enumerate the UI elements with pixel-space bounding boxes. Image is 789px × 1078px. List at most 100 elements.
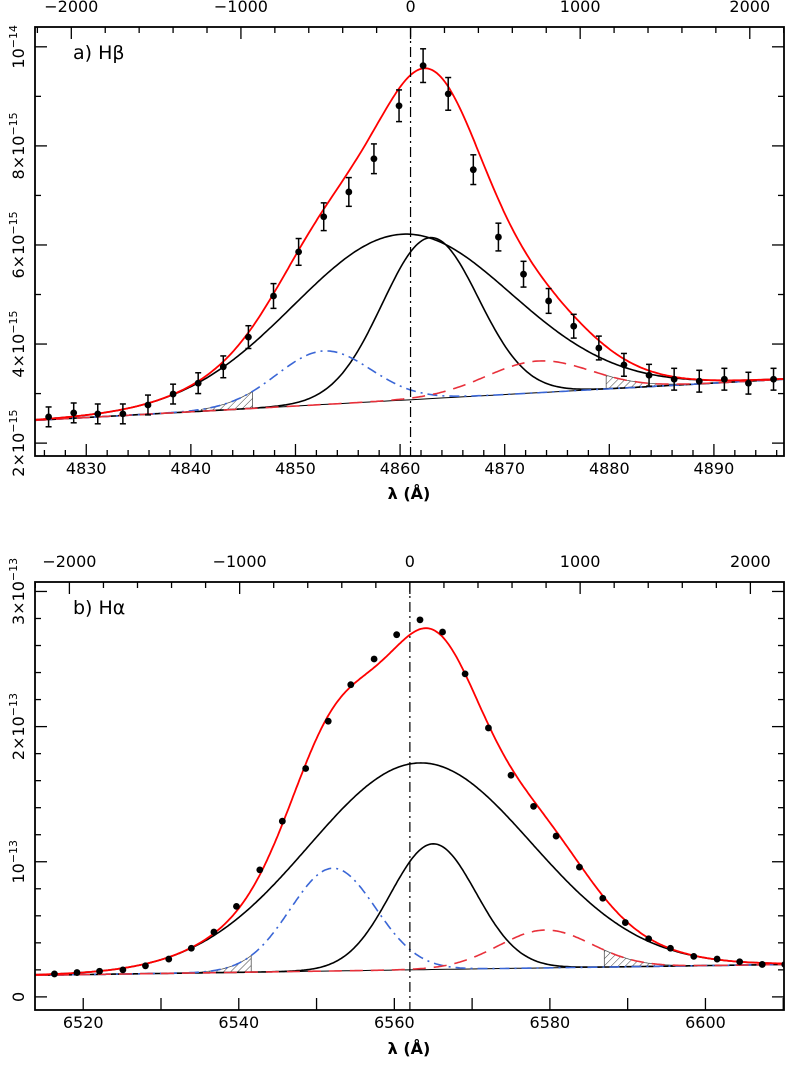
hatched-region-0 [199,954,252,974]
data-point [419,62,427,70]
y-tick-label: 6×10−15 [7,211,28,278]
data-point [370,155,378,163]
top-axis-tick-label: 2000 [730,552,771,571]
top-axis-tick-label: −2000 [42,552,96,571]
data-point [713,955,721,963]
y-tick-exponent: −15 [7,112,20,135]
data-point [530,802,537,810]
data-point [695,377,703,385]
data-point [670,375,678,383]
x-axis-title: λ (Å) [388,484,431,503]
data-point [461,670,469,678]
data-point [320,213,328,221]
data-point [70,409,78,417]
data-point [552,832,560,840]
x-tick-label: 6560 [374,1013,415,1032]
data-point [194,379,202,387]
data-point [485,724,492,732]
data-point [302,765,310,772]
y-tick-label: 10−13 [7,840,28,884]
x-tick-label: 4890 [694,459,735,478]
data-point [245,333,252,341]
data-point [270,292,277,300]
data-point [758,961,766,968]
hatched-region-0 [200,390,253,412]
data-point [395,102,403,110]
x-tick-label: 4850 [275,459,316,478]
top-axis-tick-label: 0 [405,552,415,571]
data-point [736,958,744,966]
data-point [595,344,603,352]
data-point [278,817,286,825]
y-tick-exponent: −13 [7,693,20,716]
data-point [720,375,728,383]
x-tick-label: 6520 [63,1013,104,1032]
y-tick-mantissa: 6×10 [9,235,28,279]
data-point [645,371,653,379]
x-tick-label: 4880 [589,459,630,478]
y-tick-mantissa: 3×10 [9,581,28,625]
y-tick-mantissa: 2×10 [9,716,28,760]
data-point [295,248,303,256]
y-tick-mantissa: 10 [9,48,28,68]
data-point [347,681,355,689]
x-tick-label: 4870 [484,459,525,478]
y-tick-label: 0 [9,992,28,1002]
top-axis-tick-label: −1000 [214,0,268,16]
data-point [667,944,674,952]
data-point [169,390,177,398]
data-point [96,967,103,975]
x-tick-label: 4860 [380,459,421,478]
top-axis-tick-label: −2000 [44,0,98,16]
y-tick-exponent: −14 [7,25,20,48]
data-point [621,919,629,926]
data-point [520,270,527,278]
data-point [142,962,149,970]
data-point [690,952,698,960]
data-point [187,944,195,952]
red-component-curve [35,360,784,422]
plot-area [35,582,784,1010]
top-axis-tick-label: 2000 [729,0,770,16]
data-point [324,717,332,725]
data-point [570,322,578,330]
panel-label: b) Hα [73,597,125,619]
top-axis-tick-label: 0 [405,0,415,16]
x-axis-title: λ (Å) [388,1039,431,1058]
top-axis-tick-label: −1000 [213,552,267,571]
data-point [745,379,752,387]
x-tick-label: 4840 [171,459,212,478]
y-tick-exponent: −15 [7,211,20,234]
data-point [45,413,52,421]
data-point [495,233,502,241]
hatched-region-1 [603,949,683,968]
data-point [576,863,583,871]
data-point [119,966,127,974]
y-tick-label: 2×10−15 [7,410,28,477]
x-tick-label: 4830 [66,459,107,478]
data-point [370,655,378,663]
data-point [219,363,227,371]
y-tick-mantissa: 10 [9,863,28,883]
panel-h-alpha: 6520 6540 6560 6580 6600 −2000 −1000 0 1000 2000 0… [7,552,785,1058]
red-component-curve [35,929,784,977]
data-point [439,628,446,636]
y-tick-mantissa: 2×10 [9,433,28,477]
y-tick-exponent: −15 [7,310,20,333]
y-tick-label: 3×10−13 [7,558,28,625]
panel-label: a) Hβ [73,42,125,64]
y-tick-label: 2×10−13 [7,693,28,760]
y-tick-mantissa: 8×10 [9,136,28,180]
data-point [210,928,218,936]
y-tick-exponent: −13 [7,558,20,581]
y-tick-mantissa: 0 [9,992,28,1002]
y-tick-label: 4×10−15 [7,310,28,377]
data-point [256,866,264,874]
data-point [94,410,102,418]
data-point [119,410,127,418]
data-point [469,166,477,174]
x-tick-label: 6600 [685,1013,726,1032]
data-point [165,955,173,963]
data-point [416,616,424,624]
